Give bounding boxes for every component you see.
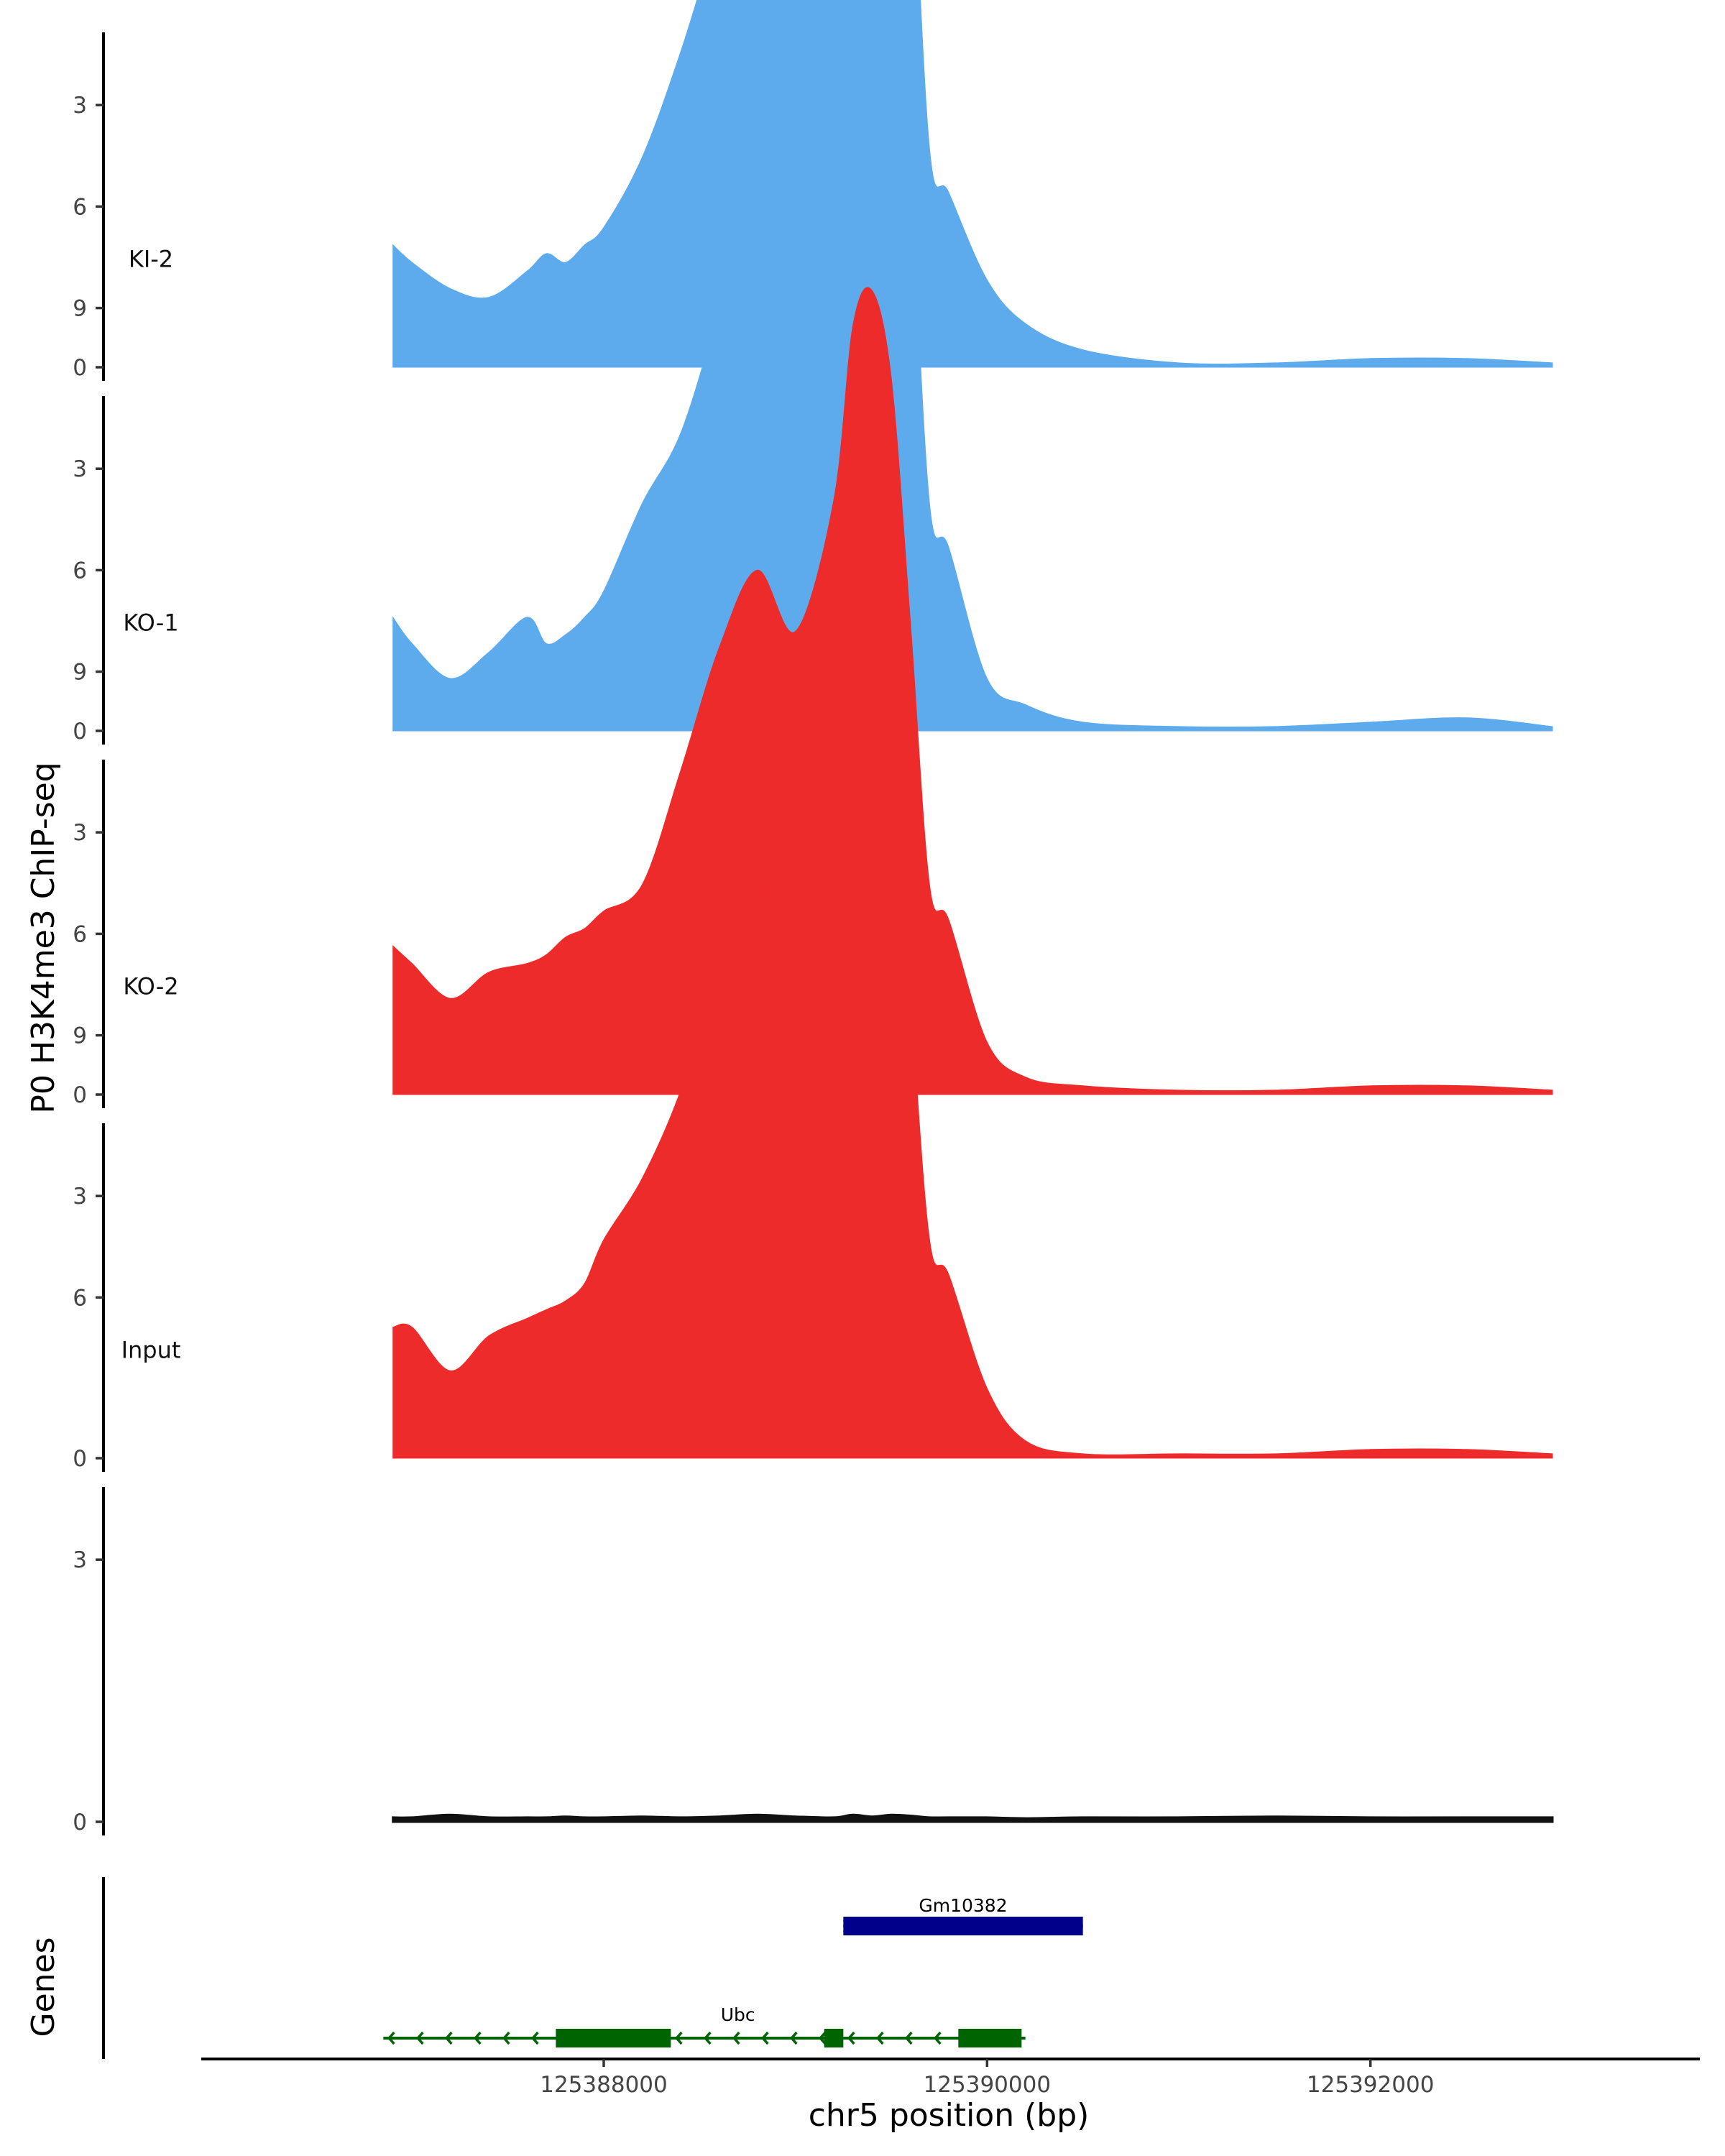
y-tick-label: 3 [73, 1184, 87, 1210]
track-label: KI-2 [129, 245, 173, 272]
strand-arrow [790, 2031, 798, 2045]
strand-arrow [675, 2031, 683, 2045]
genes-track: Gm10382 Ubc [102, 1877, 1083, 2059]
strand-arrow [387, 2031, 395, 2045]
y-tick-label: 6 [73, 921, 87, 947]
strand-arrow [531, 2031, 539, 2045]
track-label: Input [121, 1336, 181, 1363]
track-label: KO-1 [123, 609, 178, 636]
y-tick-label: 0 [73, 1446, 87, 1472]
strand-arrow [445, 2031, 453, 2045]
x-tick-label: 125390000 [924, 2072, 1052, 2098]
strand-arrow [704, 2031, 712, 2045]
coverage-tracks: 0369KI-10369KI-20369KO-10369KO-20369Inpu… [73, 0, 1554, 1835]
gene-gm10382: Gm10382 [843, 1895, 1083, 1935]
genes-track-label: Genes [25, 1937, 62, 2037]
y-tick-label: 0 [73, 1810, 87, 1835]
gene-exon [824, 2029, 844, 2047]
strand-arrow [876, 2031, 884, 2045]
coverage-area [392, 1813, 1554, 1823]
coverage-area [392, 0, 1553, 368]
gene-exon [556, 2029, 671, 2047]
gene-exon [843, 1917, 1083, 1935]
y-tick-label: 3 [73, 820, 87, 846]
x-tick-label: 125392000 [1307, 2072, 1435, 2098]
y-tick-label: 3 [73, 1547, 87, 1573]
y-tick-label: 6 [73, 558, 87, 584]
x-axis-title: chr5 position (bp) [809, 2097, 1090, 2134]
track-input: 0 3 6 9 Input [73, 1023, 1554, 1835]
strand-arrow [905, 2031, 913, 2045]
strand-arrow [819, 2031, 827, 2045]
y-tick-label: 3 [73, 93, 87, 119]
y-tick-label: 0 [73, 1082, 87, 1108]
gene-label: Ubc [721, 2004, 755, 2025]
strand-arrow [502, 2031, 510, 2045]
strand-arrow [474, 2031, 482, 2045]
y-tick-label: 6 [73, 194, 87, 220]
coverage-area [392, 287, 1553, 1095]
x-tick-label: 125388000 [540, 2072, 668, 2098]
strand-arrow [761, 2031, 769, 2045]
strand-arrow [934, 2031, 942, 2045]
coverage-area [392, 0, 1553, 732]
y-tick-label: 3 [73, 456, 87, 482]
coverage-area [392, 606, 1553, 1459]
track-label: KO-2 [123, 972, 178, 1000]
gene-ubc: Ubc [383, 2004, 1026, 2047]
strand-arrow [416, 2031, 424, 2045]
y-axis-title: P0 H3K4me3 ChIP-seq [25, 762, 62, 1113]
strand-arrow [847, 2031, 855, 2045]
y-tick-label: 0 [73, 719, 87, 745]
y-tick-label: 9 [73, 1023, 87, 1049]
strand-arrow [732, 2031, 740, 2045]
y-tick-label: 0 [73, 355, 87, 381]
y-tick-label: 9 [73, 660, 87, 686]
gene-exon [958, 2029, 1022, 2047]
gene-label: Gm10382 [919, 1895, 1007, 1916]
x-axis: 125388000 125390000 125392000 [201, 2058, 1700, 2098]
y-tick-label: 9 [73, 296, 87, 322]
y-tick-label: 6 [73, 1285, 87, 1311]
